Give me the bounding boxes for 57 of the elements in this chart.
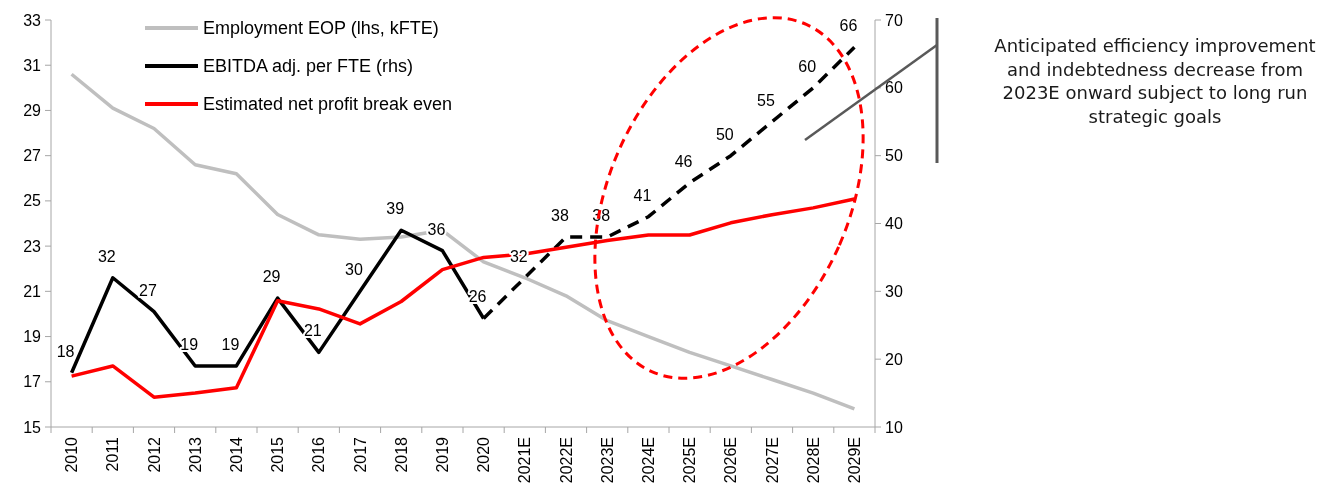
x-tick-label: 2022E — [557, 437, 575, 484]
y2-tick-label: 40 — [885, 215, 903, 233]
data-label: 30 — [345, 261, 363, 279]
data-label: 19 — [180, 335, 199, 353]
data-label: 66 — [839, 17, 858, 35]
x-tick-label: 2016 — [310, 436, 328, 473]
legend-label: EBITDA adj. per FTE (rhs) — [203, 56, 414, 77]
data-label: 19 — [221, 335, 240, 353]
data-label: 18 — [56, 342, 75, 360]
y-tick-label: 19 — [23, 328, 42, 346]
x-tick-label: 2011 — [104, 436, 122, 472]
x-tick-label: 2028E — [804, 437, 822, 484]
y2-tick-label: 70 — [885, 11, 903, 29]
x-tick-label: 2014 — [228, 436, 245, 473]
data-label: 41 — [633, 186, 652, 204]
x-tick-label: 2021E — [516, 437, 534, 484]
x-tick-label: 2029E — [846, 437, 863, 484]
data-label: 27 — [139, 281, 157, 299]
y-tick-label: 17 — [23, 373, 42, 391]
data-label: 29 — [262, 268, 281, 286]
y2-tick-label: 20 — [885, 350, 903, 368]
y-tick-label: 33 — [23, 11, 42, 29]
x-tick-label: 2020 — [475, 436, 493, 473]
y2-tick-label: 30 — [885, 282, 903, 300]
x-tick-label: 2012 — [145, 436, 163, 473]
data-label: 60 — [798, 57, 817, 75]
x-tick-label: 2018 — [392, 436, 410, 473]
legend-label: Employment EOP (lhs, kFTE) — [203, 18, 439, 39]
y2-tick-label: 60 — [885, 79, 903, 97]
y-tick-label: 29 — [23, 102, 42, 120]
y-tick-label: 15 — [23, 418, 42, 436]
y2-tick-label: 10 — [885, 418, 903, 436]
legend-label: Estimated net profit break even — [203, 94, 453, 115]
x-tick-label: 2024E — [640, 437, 657, 484]
text: Anticipated efficiency improvement and indebtedness decrease from 2023E onward subject to long run strategic goals — [994, 35, 1316, 127]
data-label: 50 — [715, 125, 734, 143]
x-tick-label: 2023E — [598, 437, 616, 484]
data-label: 32 — [97, 247, 116, 265]
x-tick-label: 2015 — [269, 436, 287, 473]
data-label: 55 — [757, 91, 775, 109]
x-tick-label: 2017 — [351, 436, 369, 473]
data-label: 36 — [427, 220, 446, 238]
x-tick-label: 2013 — [186, 436, 204, 473]
y-tick-label: 23 — [23, 237, 42, 255]
x-tick-label: 2019 — [434, 436, 451, 473]
y-tick-label: 21 — [23, 282, 42, 300]
data-label: 39 — [386, 200, 405, 218]
x-tick-label: 2025E — [681, 437, 699, 484]
data-label: 38 — [551, 207, 569, 225]
data-label: 46 — [674, 152, 693, 170]
y-tick-label: 27 — [23, 147, 42, 165]
y2-tick-label: 50 — [885, 147, 903, 165]
x-tick-label: 2026E — [722, 437, 740, 484]
y-tick-label: 25 — [23, 192, 42, 210]
x-tick-label: 2010 — [63, 436, 81, 473]
x-tick-label: 2027E — [763, 437, 781, 484]
y-tick-label: 31 — [23, 56, 42, 74]
